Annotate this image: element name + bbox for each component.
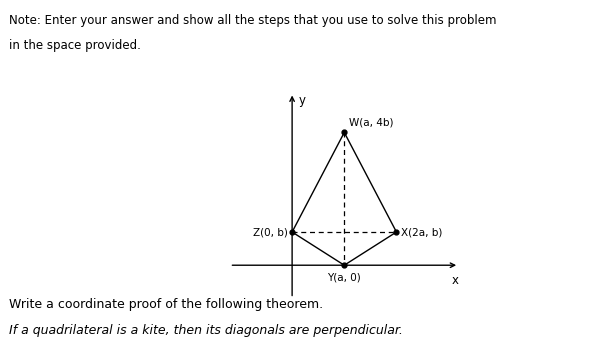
- Text: If a quadrilateral is a kite, then its diagonals are perpendicular.: If a quadrilateral is a kite, then its d…: [9, 324, 403, 337]
- Text: Write a coordinate proof of the following theorem.: Write a coordinate proof of the followin…: [9, 298, 323, 311]
- Text: X(2a, b): X(2a, b): [400, 227, 442, 237]
- Text: Y(a, 0): Y(a, 0): [327, 273, 361, 283]
- Text: in the space provided.: in the space provided.: [9, 39, 141, 52]
- Text: x: x: [451, 273, 458, 286]
- Text: y: y: [298, 94, 306, 107]
- Text: W(a, 4b): W(a, 4b): [350, 117, 394, 128]
- Text: Note: Enter your answer and show all the steps that you use to solve this proble: Note: Enter your answer and show all the…: [9, 14, 496, 27]
- Text: Z(0, b): Z(0, b): [253, 227, 288, 237]
